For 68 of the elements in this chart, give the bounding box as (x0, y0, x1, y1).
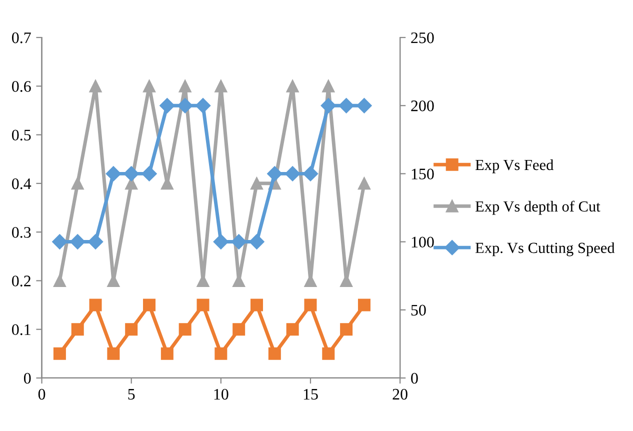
point (320, 98, 336, 114)
point (358, 177, 370, 190)
x-tick-label: 15 (304, 388, 318, 400)
x-tick-label: 10 (214, 388, 228, 400)
point (214, 80, 228, 92)
point (89, 298, 102, 312)
point (304, 298, 317, 312)
y-tick-label: 0.2 (12, 276, 30, 286)
point (249, 234, 264, 250)
point (232, 323, 246, 336)
point (302, 166, 318, 182)
point (88, 234, 104, 250)
point (160, 347, 174, 360)
point (322, 80, 335, 92)
y2-tick-label: 250 (411, 32, 434, 44)
y-tick-label: 0.3 (12, 226, 31, 238)
point (358, 298, 370, 312)
point (125, 323, 138, 336)
point (356, 98, 372, 114)
point (286, 80, 299, 92)
y-tick-label: 0.6 (12, 81, 31, 92)
point (107, 347, 120, 360)
y2-tick-label: 100 (412, 236, 434, 248)
point (214, 347, 228, 360)
y-tick-label: 0.1 (12, 324, 30, 336)
point (89, 80, 102, 92)
point (340, 323, 353, 336)
legend-label: Exp Vs depth of Cut (475, 200, 600, 215)
y-tick-label: 0.7 (12, 32, 31, 44)
point (53, 347, 66, 360)
point (231, 234, 246, 250)
point (196, 298, 210, 312)
x-tick-label: 20 (392, 388, 408, 400)
point (250, 298, 263, 312)
point (178, 98, 193, 114)
point (267, 166, 282, 182)
point (178, 80, 192, 92)
point (142, 166, 157, 182)
y2-tick-label: 50 (411, 304, 426, 316)
x-tick-label: 0 (38, 388, 46, 400)
point (160, 98, 175, 114)
point (250, 177, 263, 190)
y2-tick-label: 150 (412, 168, 434, 180)
point (143, 80, 156, 92)
point (143, 298, 156, 312)
point (338, 98, 354, 114)
y2-tick-label: 200 (411, 100, 434, 112)
point (71, 323, 84, 336)
point (322, 347, 335, 360)
point (286, 323, 299, 336)
x-tick-label: 5 (128, 389, 135, 400)
point (213, 234, 228, 250)
point (70, 234, 86, 250)
legend-label: Exp. Vs Cutting Speed (475, 242, 615, 256)
point (124, 166, 139, 182)
point (285, 166, 300, 182)
point (178, 323, 192, 336)
point (195, 98, 211, 114)
point (268, 347, 281, 360)
y-tick-label: 0 (24, 372, 31, 384)
point (106, 166, 122, 182)
y2-tick-label: 0 (411, 372, 418, 384)
y-tick-label: 0.4 (12, 178, 32, 190)
point (71, 177, 84, 190)
y-tick-label: 0.5 (12, 130, 31, 141)
point (52, 234, 68, 250)
legend-label: Exp Vs Feed (475, 159, 554, 174)
point (53, 274, 66, 287)
